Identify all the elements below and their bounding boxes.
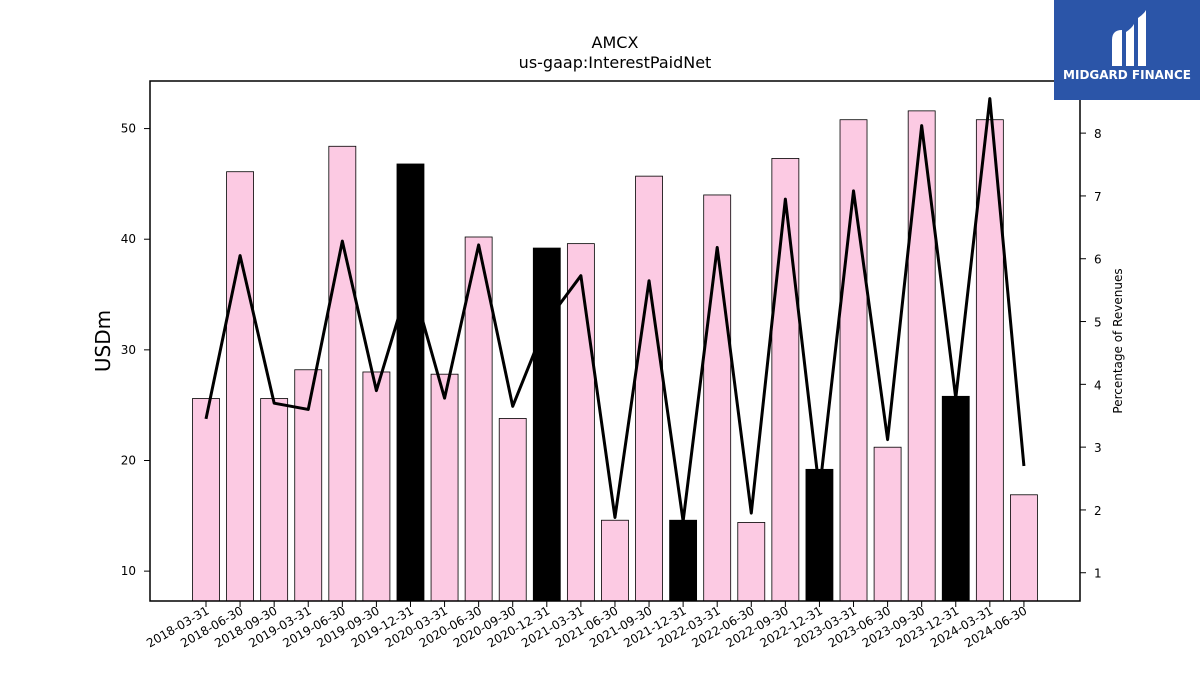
bar-2018-09-30 (260, 398, 289, 602)
y2-tick-label: 2 (1094, 504, 1102, 518)
bar-2020-03-31 (430, 373, 459, 602)
bar-2023-09-30 (907, 110, 936, 602)
bar-2022-03-31 (703, 194, 732, 602)
y2-tick-label: 4 (1094, 378, 1102, 392)
bar-2023-12-31 (941, 395, 970, 602)
y-axis-right: 1 2 3 4 5 6 7 8 (1080, 127, 1102, 581)
y2-tick-label: 8 (1094, 127, 1102, 141)
bar-2022-06-30 (737, 522, 766, 602)
bar-2024-06-30 (1010, 494, 1038, 602)
bar-2018-03-31 (192, 398, 220, 602)
y-tick-label: 10 (121, 564, 136, 578)
logo-text: MIDGARD FINANCE (1063, 68, 1191, 82)
line-group (204, 97, 1026, 523)
brand-logo: MIDGARD FINANCE (1054, 0, 1200, 100)
logo-mark-icon (1112, 10, 1146, 66)
y-axis-label: USDm (91, 310, 115, 372)
y2-tick-label: 1 (1094, 567, 1102, 581)
bar-2020-09-30 (498, 418, 527, 602)
y-tick-label: 30 (121, 343, 136, 357)
percentage-line (204, 97, 1026, 523)
chart-title: AMCX (592, 33, 639, 52)
y2-axis-label: Percentage of Revenues (1111, 268, 1125, 413)
y2-tick-label: 5 (1094, 316, 1102, 330)
bar-2021-03-31 (566, 243, 595, 602)
y-tick-label: 20 (121, 453, 136, 467)
bar-2021-09-30 (635, 175, 663, 602)
bar-2019-06-30 (328, 145, 357, 602)
bar-2019-09-30 (362, 371, 391, 602)
bar-2022-09-30 (771, 158, 800, 602)
x-axis: 2018-03-312018-06-302018-09-302019-03-31… (144, 601, 1029, 650)
y2-tick-label: 7 (1094, 190, 1102, 204)
bar-2021-12-31 (669, 519, 698, 602)
bar-2021-06-30 (601, 519, 629, 602)
chart-subtitle: us-gaap:InterestPaidNet (519, 53, 712, 72)
bar-2019-12-31 (396, 163, 425, 602)
y-tick-label: 40 (121, 232, 136, 246)
y-axis-left: 10 20 30 40 50 (121, 122, 150, 578)
y2-tick-label: 6 (1094, 253, 1102, 267)
y-tick-label: 50 (121, 122, 136, 136)
y2-tick-label: 3 (1094, 441, 1102, 455)
bar-2023-06-30 (873, 446, 902, 602)
bar-2024-03-31 (975, 119, 1004, 602)
bar-2020-12-31 (532, 247, 561, 602)
bar-2018-06-30 (226, 171, 254, 602)
